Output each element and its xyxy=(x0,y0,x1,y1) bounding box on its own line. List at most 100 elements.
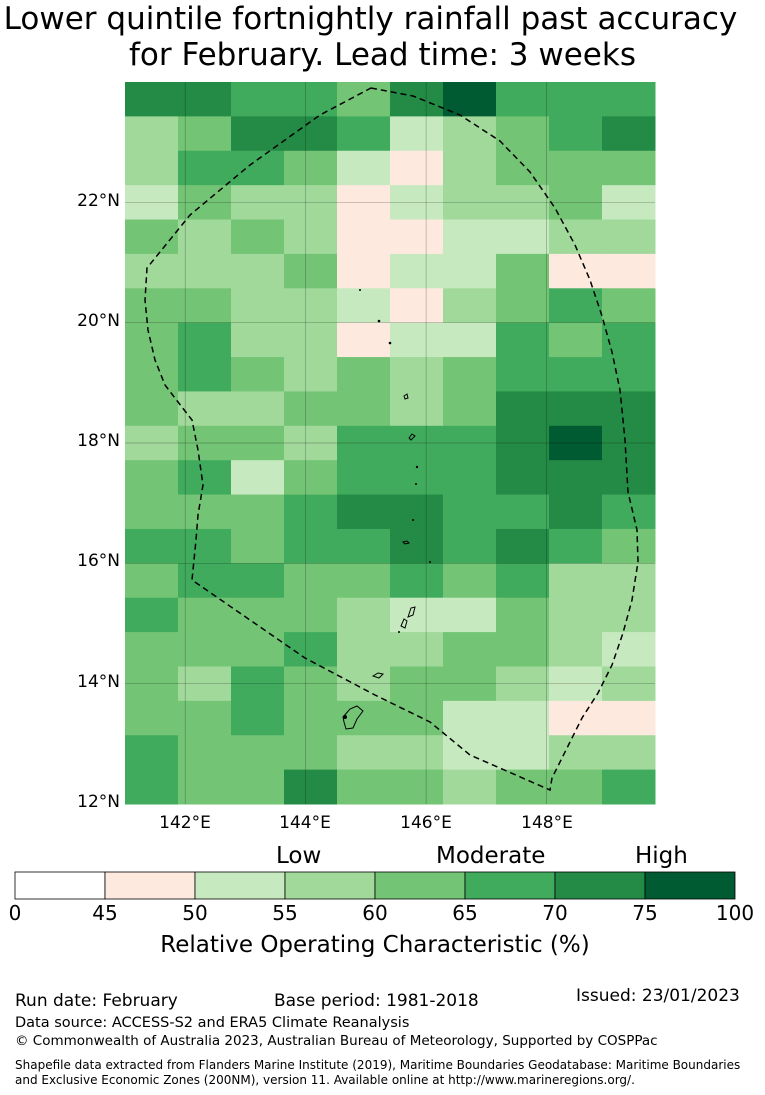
heatmap-cell xyxy=(602,150,656,186)
colorbar-swatch xyxy=(554,871,646,900)
colorbar-label: Relative Operating Characteristic (%) xyxy=(160,932,590,958)
heatmap-cell xyxy=(390,253,444,289)
colorbar-tick: 0 xyxy=(8,901,22,925)
heatmap-cell xyxy=(549,700,603,736)
heatmap-cell xyxy=(496,735,550,771)
heatmap-cell xyxy=(337,219,391,255)
heatmap-cell xyxy=(443,528,497,564)
heatmap-cell xyxy=(178,322,232,358)
heatmap-cell xyxy=(602,82,656,117)
heatmap-cell xyxy=(231,597,285,633)
heatmap-cell xyxy=(549,82,603,117)
lat-label-16n: 16°N xyxy=(77,551,120,571)
heatmap-cell xyxy=(496,185,550,221)
heatmap-cell xyxy=(443,597,497,633)
heatmap-cell xyxy=(231,150,285,186)
heatmap-cell xyxy=(125,357,179,392)
heatmap-cell xyxy=(602,460,656,496)
heatmap-cell xyxy=(284,666,338,702)
heatmap-cell xyxy=(602,391,656,427)
lat-label-18n: 18°N xyxy=(77,431,120,451)
colorbar-swatch xyxy=(14,871,106,900)
heatmap-cell xyxy=(602,632,656,667)
heatmap-cell xyxy=(602,116,656,152)
heatmap-cell xyxy=(284,82,338,117)
heatmap-cell xyxy=(496,116,550,152)
heatmap-cell xyxy=(231,116,285,152)
heatmap-cell xyxy=(284,528,338,564)
heatmap-cell xyxy=(337,82,391,117)
heatmap-cell xyxy=(390,288,444,324)
heatmap-cell xyxy=(125,700,179,736)
islet-dot xyxy=(415,465,419,469)
heatmap-cell xyxy=(602,253,656,289)
islet-dot xyxy=(415,483,417,485)
heatmap-cell xyxy=(549,357,603,392)
heatmap-cell xyxy=(284,357,338,392)
colorbar-word-high: High xyxy=(635,843,688,869)
heatmap-cell xyxy=(231,185,285,221)
colorbar-swatch xyxy=(464,871,556,900)
heatmap-cell xyxy=(496,700,550,736)
heatmap-cell xyxy=(496,666,550,702)
heatmap-cell xyxy=(549,666,603,702)
heatmap-cell xyxy=(125,597,179,633)
heatmap-cell xyxy=(178,528,232,564)
heatmap-cell xyxy=(602,597,656,633)
heatmap-cell xyxy=(178,219,232,255)
heatmap-cell xyxy=(178,82,232,117)
eez-boundary-dashed xyxy=(144,87,639,792)
tinian-island-outline xyxy=(400,618,408,629)
heatmap-cell xyxy=(602,563,656,599)
colorbar-tick: 70 xyxy=(542,901,568,925)
heatmap-cell xyxy=(178,253,232,289)
heatmap-cell xyxy=(390,494,444,530)
heatmap-cell xyxy=(390,769,444,805)
islet-dot xyxy=(412,519,414,521)
heatmap-cell xyxy=(496,460,550,496)
heatmap-cell xyxy=(125,322,179,358)
lon-label-148e: 148°E xyxy=(521,813,573,833)
heatmap-cell xyxy=(443,460,497,496)
map-canvas xyxy=(14,82,736,900)
heatmap-cell xyxy=(284,460,338,496)
heatmap-cell xyxy=(443,425,497,461)
heatmap-cell xyxy=(549,632,603,667)
heatmap-cell xyxy=(178,735,232,771)
anatahan-island-outline xyxy=(402,540,410,545)
heatmap-cell xyxy=(602,288,656,324)
heatmap-cell xyxy=(284,322,338,358)
map-gridlines xyxy=(125,82,655,804)
heatmap-cell xyxy=(178,632,232,667)
heatmap-cell xyxy=(390,322,444,358)
heatmap-cell xyxy=(443,700,497,736)
heatmap-cell xyxy=(178,288,232,324)
heatmap-cell xyxy=(337,563,391,599)
heatmap-cell xyxy=(337,185,391,221)
heatmap-cell xyxy=(549,288,603,324)
heatmap-cell xyxy=(549,322,603,358)
heatmap-cell xyxy=(125,150,179,186)
colorbar-tick: 50 xyxy=(182,901,208,925)
heatmap-cell xyxy=(337,288,391,324)
heatmap-cell xyxy=(284,494,338,530)
heatmap-cell xyxy=(178,769,232,805)
colorbar-swatch xyxy=(194,871,286,900)
heatmap-cell xyxy=(496,219,550,255)
heatmap-cell xyxy=(178,425,232,461)
base-period: Base period: 1981-2018 xyxy=(274,991,479,1011)
agrihan-island-outline xyxy=(403,393,409,400)
rota-island-outline xyxy=(371,672,385,679)
colorbar-swatch xyxy=(284,871,376,900)
heatmap-cell xyxy=(337,460,391,496)
heatmap-cell xyxy=(496,150,550,186)
heatmap-cell xyxy=(390,82,444,117)
heatmap-cell xyxy=(549,460,603,496)
heatmap-cell xyxy=(390,391,444,427)
heatmap-cell xyxy=(231,322,285,358)
heatmap-cell xyxy=(125,288,179,324)
islet-dot xyxy=(388,341,392,345)
heatmap-cell xyxy=(231,391,285,427)
heatmap-cell xyxy=(390,666,444,702)
heatmap-cell xyxy=(337,494,391,530)
